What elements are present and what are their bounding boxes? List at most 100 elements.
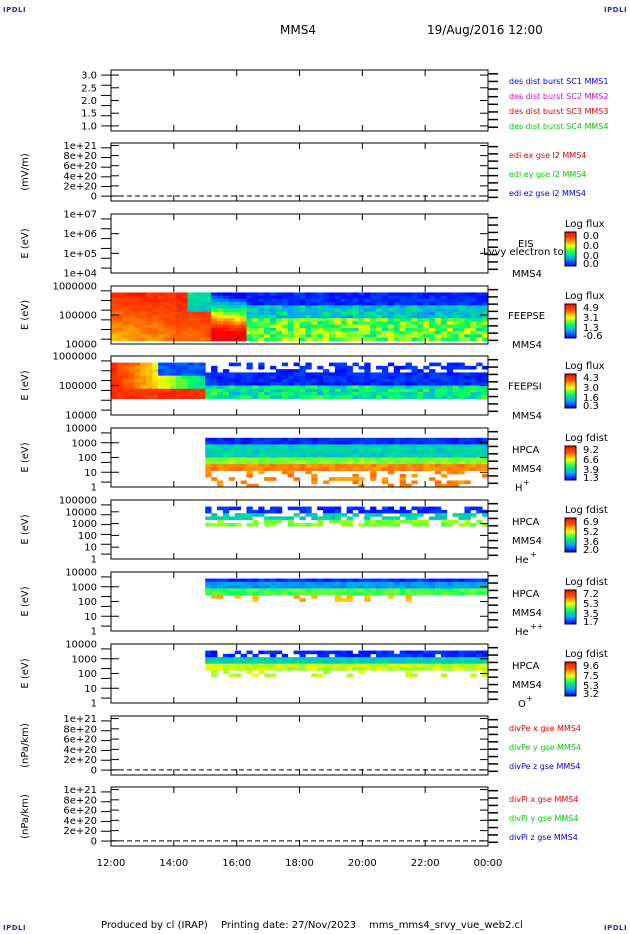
- colorbar-tick-label: 5.3: [583, 681, 599, 692]
- colorbar-tick-label: 2.0: [583, 545, 599, 556]
- y-tick-label: 10000: [65, 568, 97, 579]
- x-tick-label: 20:00: [348, 858, 377, 869]
- y-tick-label: 100: [78, 669, 97, 680]
- spacecraft-label: MMS4: [512, 536, 542, 547]
- y-tick-label: 4e+20: [63, 171, 97, 182]
- y-tick-label: 0: [91, 765, 97, 776]
- instrument-label: EIS: [518, 239, 534, 250]
- y-tick-label: 1.5: [81, 109, 97, 120]
- y-tick-label: 8e+20: [63, 795, 97, 806]
- instrument-label: HPCA: [512, 445, 540, 456]
- colorbar-tick-label: 7.2: [583, 589, 599, 600]
- colorbar-title: Log flux: [565, 361, 605, 372]
- y-tick-label: 1000000: [52, 282, 97, 293]
- species-label: H: [515, 483, 523, 494]
- y-tick-label: 100: [78, 597, 97, 608]
- y-tick-label: 1e+06: [63, 229, 97, 240]
- colorbar: [564, 517, 577, 553]
- y-tick-label: 100000: [59, 496, 97, 507]
- series-label: des dist burst SC3 MMS3: [509, 107, 608, 116]
- species-label: O: [518, 699, 526, 710]
- y-tick-label: 10: [84, 684, 97, 695]
- panel-des-dist-burst: 3.02.5 2.0 1.51.0 des dist burst SC1 MMS1 de…: [81, 69, 608, 132]
- y-tick-label: 2.5: [81, 83, 97, 94]
- x-tick-label: 12:00: [97, 858, 126, 869]
- y-tick-label: 1e+21: [63, 141, 97, 152]
- instrument-label: HPCA: [512, 661, 540, 672]
- y-tick-label: 1e+04: [63, 269, 97, 280]
- y-tick-label: 6e+20: [63, 735, 97, 746]
- y-axis-label: E (eV): [20, 300, 31, 330]
- colorbar-tick-label: 3.2: [583, 689, 599, 700]
- panel-hpca-h: 10000 1000 100 10 1 E (eV) HPCA MMS4 H+ Log fdist…: [20, 424, 608, 495]
- corner-logo-top-left: IPDLI: [3, 6, 27, 14]
- y-tick-label: 1000: [72, 654, 97, 665]
- y-tick-label: 10000: [65, 411, 97, 422]
- series-label: des dist burst SC4 MMS4: [509, 122, 608, 131]
- series-label: divPi x gse MMS4: [509, 795, 578, 804]
- panel-subtitle: Lvvy electron to: [483, 247, 564, 258]
- y-tick-label: 1000: [72, 519, 97, 530]
- corner-logo-bottom-left: IPDLI: [3, 924, 27, 932]
- y-tick-label: 1: [91, 699, 97, 710]
- y-tick-label: 3.0: [81, 71, 97, 82]
- y-tick-label: 1000: [72, 582, 97, 593]
- colorbar: [564, 589, 577, 625]
- colorbar-tick-label: 0.0: [583, 259, 599, 270]
- y-axis-label: (nPa/km): [20, 794, 31, 839]
- colorbar-tick-label: 4.3: [583, 373, 599, 384]
- y-tick-label: 1e+21: [63, 714, 97, 725]
- series-label: divPi z gse MMS4: [509, 833, 578, 842]
- y-tick-label: 0: [91, 836, 97, 847]
- x-tick-label: 18:00: [285, 858, 314, 869]
- footer-produced-by: Produced by cl (IRAP): [101, 920, 208, 931]
- panel-frame: [110, 715, 489, 776]
- y-tick-label: 1000: [72, 438, 97, 449]
- colorbar-title: Log flux: [565, 219, 605, 230]
- y-tick-label: 1.0: [81, 121, 97, 132]
- y-tick-label: 10: [84, 612, 97, 623]
- instrument-label: HPCA: [512, 517, 540, 528]
- y-tick-label: 1e+21: [63, 785, 97, 796]
- colorbar-tick-label: 3.1: [583, 313, 599, 324]
- instrument-label: FEEPSE: [508, 311, 545, 322]
- colorbar-tick-label: 9.2: [583, 445, 599, 456]
- y-tick-label: 1e+05: [63, 249, 97, 260]
- series-label: des dist burst SC1 MMS1: [509, 77, 608, 86]
- colorbar-tick-label: 0.0: [583, 241, 599, 252]
- y-tick-label: 2e+20: [63, 826, 97, 837]
- y-tick-label: 2.0: [81, 96, 97, 107]
- series-label: divPe y gse MMS4: [509, 743, 581, 752]
- corner-logo-top-right: IPDLI: [604, 6, 628, 14]
- x-tick-label: 16:00: [222, 858, 251, 869]
- spacecraft-label: MMS4: [512, 464, 542, 475]
- colorbar-tick-label: 1.3: [583, 473, 599, 484]
- spacecraft-title: MMS4: [280, 23, 316, 37]
- y-axis-label: E (eV): [20, 370, 31, 400]
- y-tick-label: 6e+20: [63, 161, 97, 172]
- colorbar-tick-label: 6.9: [583, 517, 599, 528]
- x-tick-label: 00:00: [474, 858, 503, 869]
- colorbar: [564, 445, 577, 481]
- y-tick-label: 2e+20: [63, 755, 97, 766]
- series-label: divPi y gse MMS4: [509, 814, 578, 823]
- corner-logo-bottom-right: IPDLI: [604, 924, 628, 932]
- y-axis-label: E (eV): [20, 586, 31, 616]
- colorbar-tick-label: 3.5: [583, 609, 599, 620]
- colorbar-tick-label: 3.9: [583, 465, 599, 476]
- y-tick-label: 1e+07: [63, 210, 97, 221]
- y-tick-label: 0: [91, 191, 97, 202]
- panel-feeps-e: 1000000 100000 10000 E (eV) FEEPSE MMS4 Log fl…: [20, 282, 605, 352]
- y-tick-label: 2e+20: [63, 181, 97, 192]
- colorbar: [564, 231, 577, 267]
- species-charge: ++: [530, 622, 543, 631]
- panel-frame: [110, 786, 489, 847]
- panel-hpca-he2: 10000 1000 100 10 1 E (eV) HPCA MMS4 He++ Log fdi…: [20, 568, 608, 639]
- colorbar-tick-label: 3.0: [583, 383, 599, 394]
- colorbar-title: Log fdist: [565, 649, 608, 660]
- colorbar-tick-label: 5.2: [583, 527, 599, 538]
